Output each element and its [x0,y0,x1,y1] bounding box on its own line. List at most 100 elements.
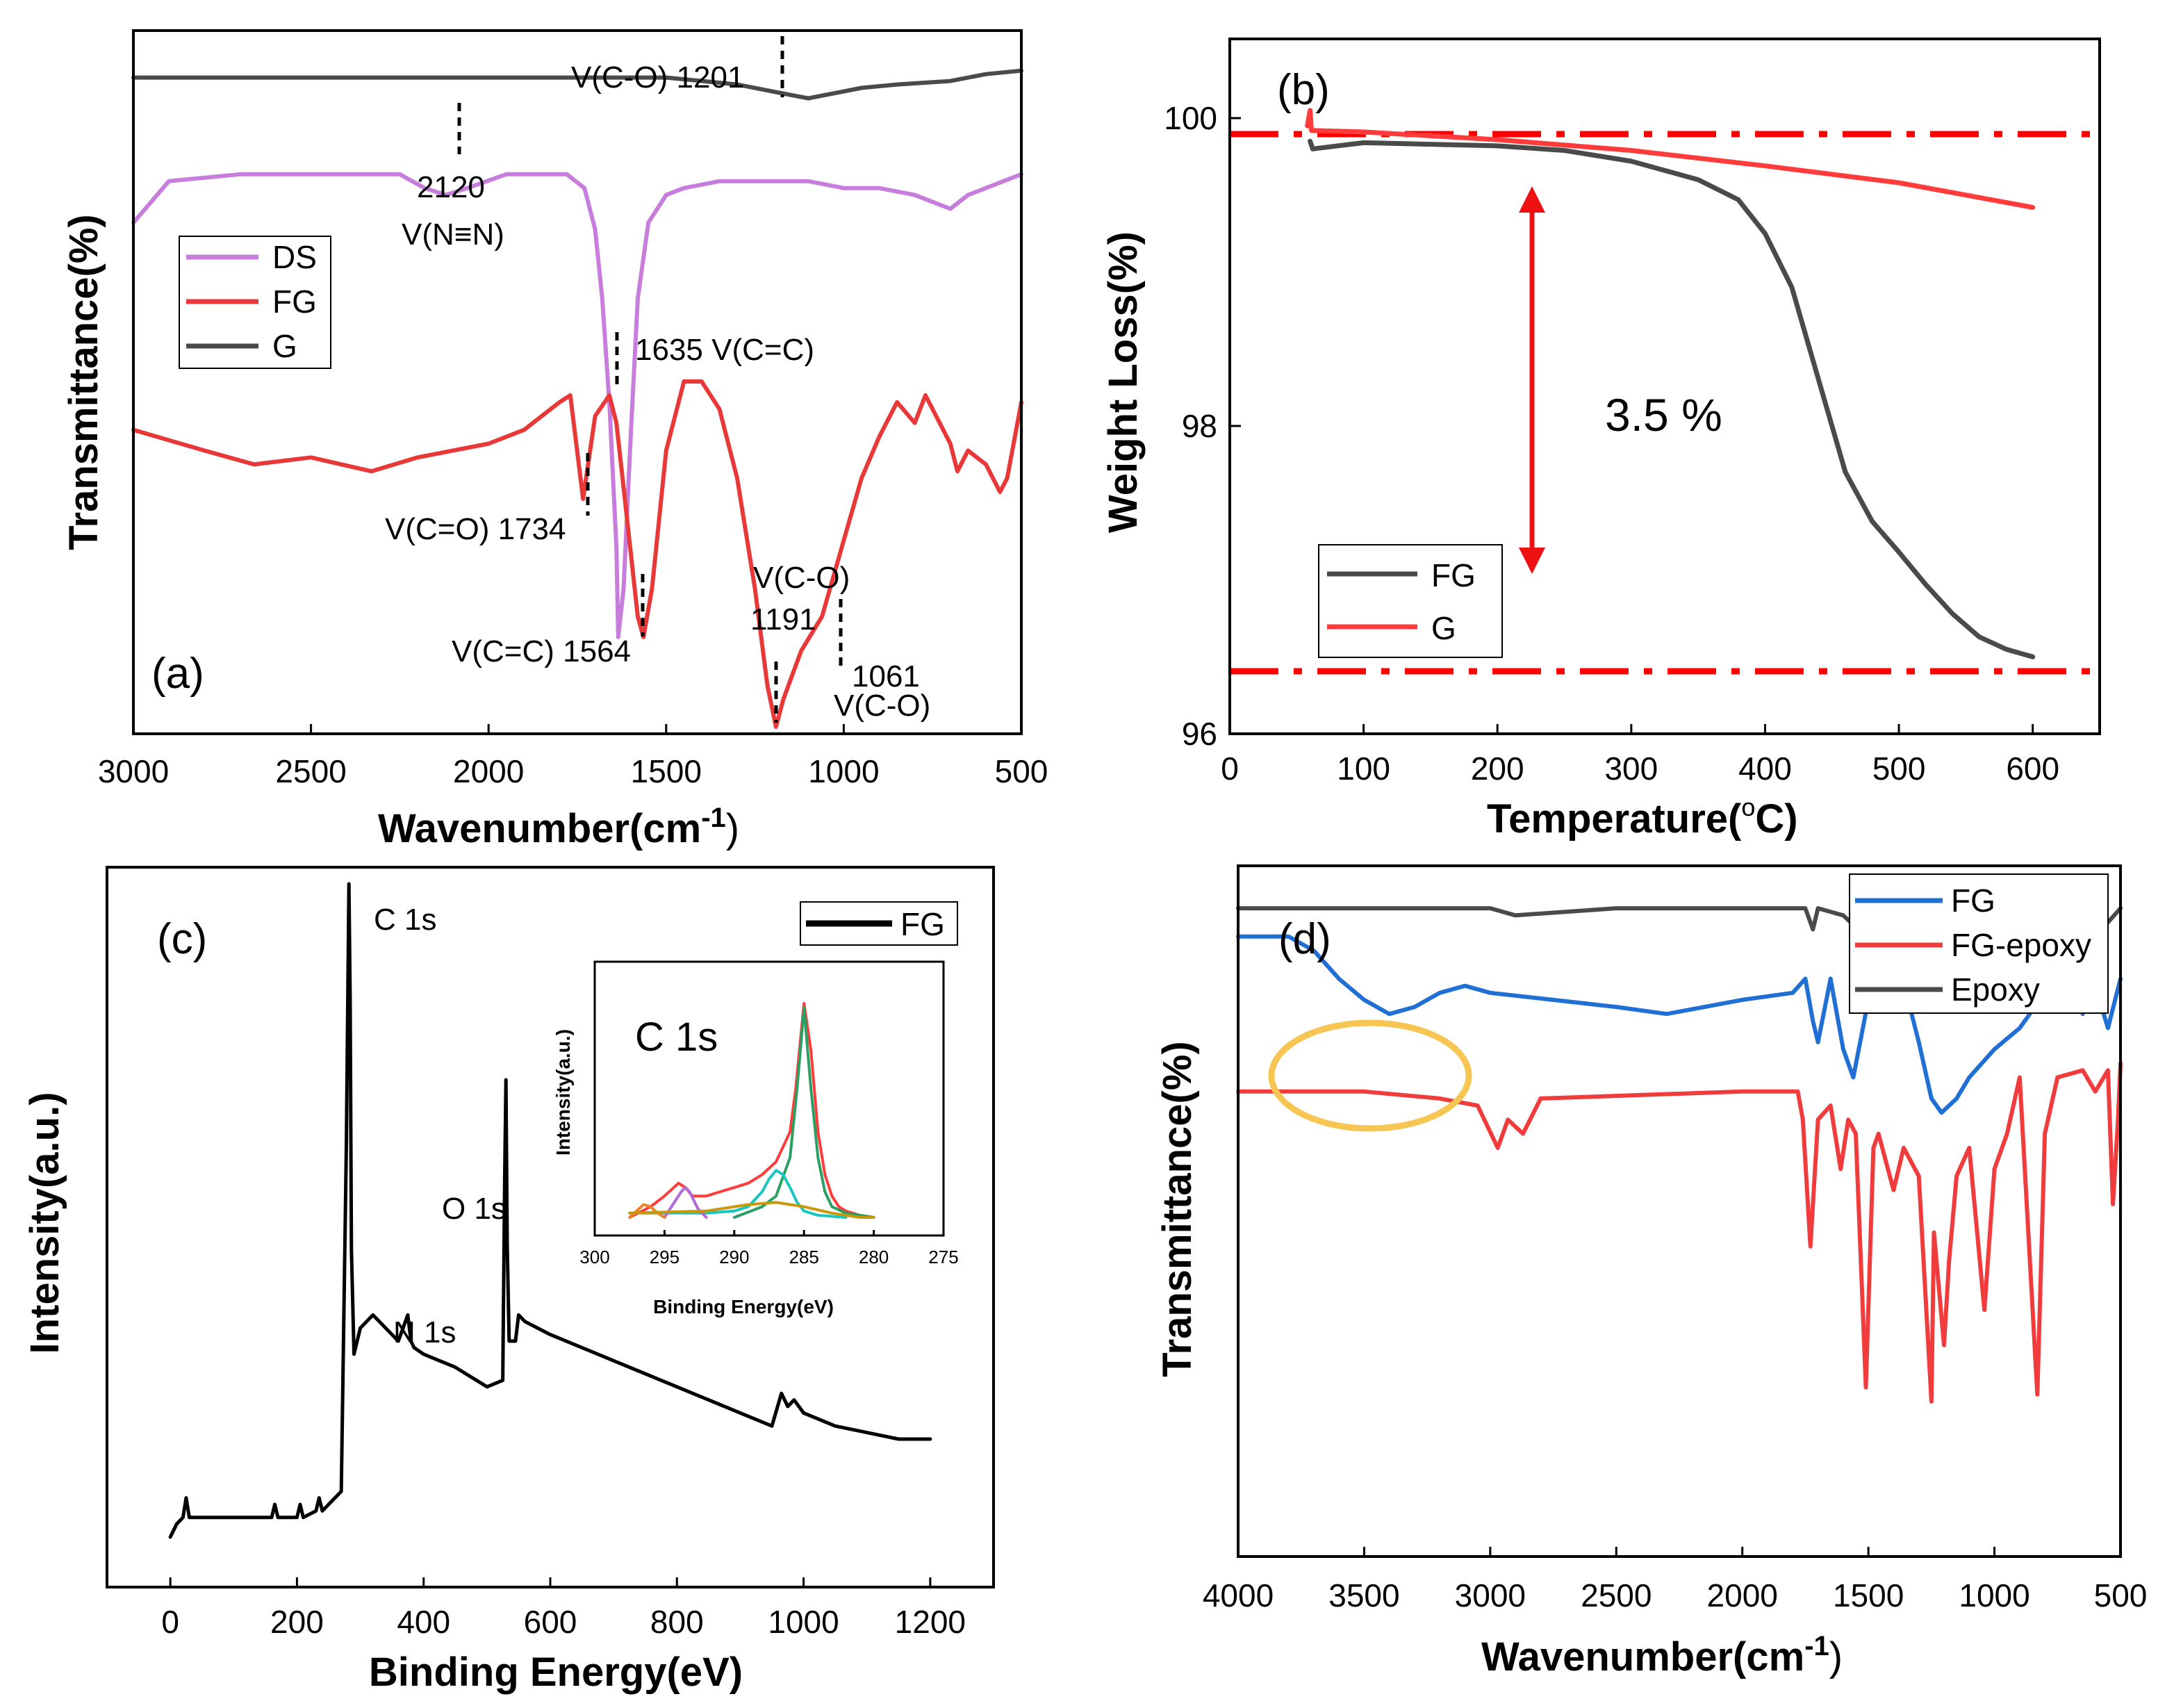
panel-a-legend-ds: DS [272,239,317,275]
panel-c-legend: FG [800,901,958,946]
panel-c-inset-series-main-peak [732,1006,875,1219]
panel-a-annot-nn: V(N≡N) [402,217,504,252]
panel-c-inset-xtick-label-295: 295 [650,1247,680,1267]
panel-b-legend-g: G [1431,610,1456,646]
panel-b-xlabel-main: Temperature( [1487,796,1742,841]
panel-d-xlabel-close: ) [1829,1634,1843,1680]
panel-c-inset-series-sp3-peak [628,1169,848,1219]
panel-a-series [131,68,1023,729]
panel-c-xtick-label-400: 400 [397,1604,450,1640]
panel-d-xtick-label-2000: 2000 [1707,1577,1778,1613]
panel-c-xtick-label-1200: 1200 [895,1604,966,1640]
panel-c-inset-title: C 1s [635,1015,718,1060]
panel-a-plot-frame [132,29,1023,735]
panel-c-xtick-label-0: 0 [161,1604,179,1640]
panel-a-xlabel-close: ) [726,806,739,851]
panel-c-xtick-label-200: 200 [270,1604,324,1640]
panel-c-series-fg [168,882,932,1539]
panel-d-series-fg [1236,934,2123,1115]
panel-b-xtick-label-100: 100 [1337,750,1390,787]
panel-a-annot-1734: V(C=O) 1734 [385,512,566,546]
panel-a-annot-1201: V(C-O) 1201 [571,60,744,95]
panel-c-legend-fg: FG [900,906,945,942]
panel-c-xticks: 0 200 400 600 800 1000 1200 [161,1577,966,1640]
panel-d-xtick-label-1500: 1500 [1833,1577,1904,1613]
panel-b-yticks: 96 98 100 [1164,100,1241,752]
panel-c-inset-xticks: 300 295 290 285 280 275 [579,1230,959,1267]
panel-c-xtick-label-1000: 1000 [768,1604,839,1640]
panel-b-xlabel-degree: o [1741,793,1755,821]
panel-c-label: (c) [157,915,207,963]
panel-b-arrow-label: 3.5 % [1605,389,1722,441]
panel-a-xtick-label-2500: 2500 [275,753,346,789]
panel-c-xtick-label-600: 600 [524,1604,577,1640]
panel-a-annot-1564: V(C=C) 1564 [452,634,631,668]
panel-a-annot-1191: 1191 [750,602,816,637]
panel-c-inset-series-envelope [628,1002,875,1219]
panel-b-xtick-label-500: 500 [1872,750,1926,787]
panel-d: 4000 3500 3000 2500 2000 1500 1000 500 Wavenumb… [1155,864,2148,1680]
panel-c-inset: 300 295 290 285 280 275 C 1s Binding Energy(e… [552,960,959,1317]
panel-c-inset-frame [593,960,945,1237]
panel-c-inset-series [628,1002,875,1219]
panel-c-inset-series-pi-pi [663,1185,708,1219]
panel-d-legend-fg-epoxy: FG-epoxy [1951,927,2091,963]
panel-b-ytick-label-96: 96 [1182,716,1217,752]
panel-b-arrow [1519,186,1545,574]
panel-b-legend-box [1318,544,1503,658]
panel-b: 3.5 % 0 100 200 300 400 500 600 96 98 100 Temper… [1101,38,2101,841]
panel-a-annot-1061: 1061 [852,659,920,693]
panel-d-xticks: 4000 3500 3000 2500 2000 1500 1000 500 [1203,1547,2148,1613]
panel-c-ylabel: Intensity(a.u.) [22,1092,67,1354]
panel-d-xtick-label-2500: 2500 [1581,1577,1652,1613]
panel-a-legend-fg: FG [272,284,317,320]
panel-d-label: (d) [1278,915,1331,963]
panel-b-xtick-label-400: 400 [1738,750,1792,787]
panel-a: 3000 2500 2000 1500 1000 500 Wavenumber(cm-1)… [61,29,1048,851]
panel-d-xtick-label-500: 500 [2094,1577,2148,1613]
panel-a-ylabel: Transmittance(%) [61,214,106,550]
panel-d-xlabel-sup: -1 [1804,1631,1829,1661]
panel-b-xlabel-unit: C) [1755,796,1797,841]
panel-d-xtick-label-3000: 3000 [1455,1577,1526,1613]
panel-b-series [1305,108,2036,659]
panel-c-inset-series-background [628,1201,875,1219]
panel-c-inset-xtick-label-290: 290 [719,1247,749,1267]
panel-d-highlight-ellipse [1268,1019,1472,1132]
panel-a-xtick-label-500: 500 [995,753,1048,789]
panel-b-legend-fg: FG [1431,557,1476,593]
panel-d-xtick-label-4000: 4000 [1203,1577,1274,1613]
panel-d-xtick-label-3500: 3500 [1328,1577,1399,1613]
panel-d-xtick-label-1000: 1000 [1959,1577,2029,1613]
panel-b-arrow-head-up [1519,186,1545,213]
panel-a-legend: DS FG G [179,236,331,369]
panel-b-plot-frame [1228,38,2101,735]
panel-b-ytick-label-98: 98 [1182,408,1217,444]
panel-b-ylabel: Weight Loss(%) [1101,231,1146,533]
panel-a-xlabel-main: Wavenumber(cm [378,806,701,851]
panel-a-xtick-label-1000: 1000 [808,753,879,789]
panel-c-xtick-label-800: 800 [650,1604,704,1640]
panel-a-series-g [131,68,1023,101]
panel-c-inset-xtick-label-275: 275 [928,1247,958,1267]
panel-a-annot-co-upper: V(C-O) [753,561,850,595]
panel-b-xtick-label-200: 200 [1471,750,1524,787]
panel-d-ylabel: Transmittance(%) [1155,1041,1200,1377]
panel-a-annot-2120: 2120 [417,170,485,204]
panel-b-xtick-label-300: 300 [1604,750,1658,787]
panel-b-label: (b) [1277,66,1330,114]
panel-c-inset-ylabel: Intensity(a.u.) [552,1029,574,1156]
panel-a-xlabel-sup: -1 [701,803,726,833]
panel-d-xlabel-main: Wavenumber(cm [1481,1634,1804,1680]
panel-b-ytick-label-100: 100 [1164,100,1217,136]
panel-c: 0 200 400 600 800 1000 1200 Binding Energy(eV)… [22,866,995,1695]
panel-b-xtick-label-600: 600 [2006,750,2059,787]
panel-a-series-fg [131,379,1023,729]
panel-a-annot-1635: 1635 V(C=C) [635,333,814,367]
panel-a-xtick-label-1500: 1500 [631,753,702,789]
panel-b-series-g [1305,108,2036,210]
panel-d-xlabel: Wavenumber(cm-1) [1481,1631,1843,1680]
panel-c-inset-xlabel: Binding Energy(eV) [653,1296,834,1317]
panel-a-label: (a) [151,650,204,698]
panel-b-xticks: 0 100 200 300 400 500 600 [1221,724,2059,787]
